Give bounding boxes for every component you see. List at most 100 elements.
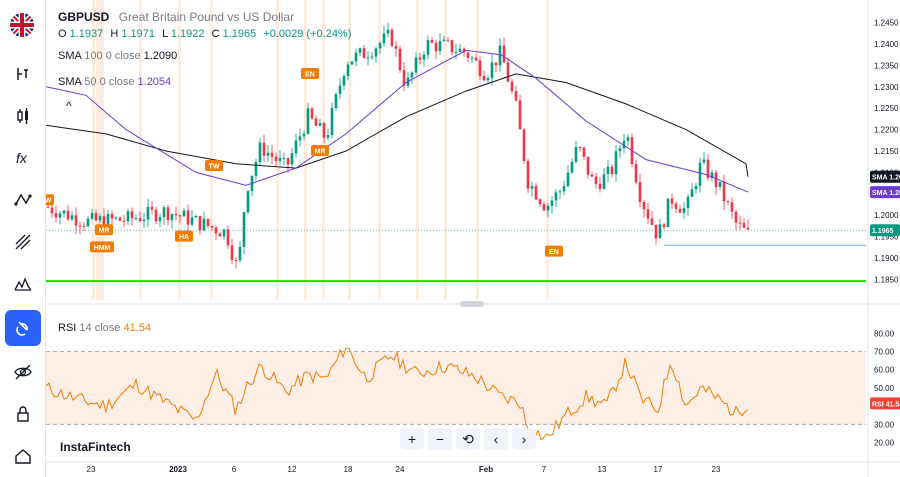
candle-body [622,140,626,149]
candle-body [650,218,654,225]
price-tick-label: 1.2000 [874,211,899,220]
candle-body [682,208,686,213]
sma50-params: 50 0 close [84,76,135,88]
candle-body [402,70,406,86]
candle-body [130,211,134,219]
candle-body [726,201,730,203]
chart-canvas[interactable]: 1.2450 1.2400 1.2350 1.2300 1.2250 1.2200 1.21… [42,0,900,477]
candle-tool-icon[interactable] [5,98,41,134]
open-label: O [58,28,67,40]
candle-body [638,182,642,203]
home-icon[interactable] [5,438,41,474]
candle-body [166,207,170,221]
svg-text:fx: fx [16,150,28,166]
candle-body [230,245,234,261]
candle-body [106,213,110,228]
time-tick-label: 23 [712,465,721,474]
reset-button[interactable]: ⟲ [456,428,480,450]
pattern-icon[interactable] [5,266,41,302]
candle-body [398,48,402,71]
sma100-legend[interactable]: SMA 100 0 close 1.2090 [58,50,177,62]
time-tick-label: 13 [598,465,607,474]
scroll-left-button[interactable]: ‹ [484,428,508,450]
candle-body [46,206,50,208]
candle-body [618,148,622,152]
candle-body [470,57,474,59]
candle-body [706,159,710,179]
low-label: L [162,28,168,40]
fib-icon[interactable] [5,224,41,260]
magnet-icon[interactable] [5,310,41,346]
candle-body [206,218,210,227]
text-tool-icon[interactable] [5,56,41,92]
formula-icon[interactable]: fx [5,140,41,176]
zoom-in-button[interactable]: + [400,428,424,450]
candle-body [330,108,334,136]
candle-body [694,185,698,190]
high-label: H [110,28,119,40]
symbol-legend: GBPUSD Great Britain Pound vs US Dollar [58,10,294,24]
candle-body [354,52,358,62]
candle-body [154,209,158,222]
candle-body [386,29,390,34]
candle-body [110,213,114,219]
line-drawing-icon[interactable] [5,182,41,218]
candle-body [94,213,98,221]
chart-area[interactable]: 1.2450 1.2400 1.2350 1.2300 1.2250 1.2200 1.21… [42,0,900,477]
zoom-out-button[interactable]: − [428,428,452,450]
candle-body [654,224,658,239]
candle-body [546,205,550,211]
axis-price-tag-label: RSI 41.54 [872,401,900,408]
candle-body [558,191,562,193]
rsi-tick-label: 70.00 [874,347,895,356]
symbol-description: Great Britain Pound vs US Dollar [118,10,295,24]
scroll-right-button[interactable]: › [512,428,536,450]
lock-icon[interactable] [5,396,41,432]
candle-body [742,223,746,228]
candle-body [226,229,230,246]
event-highlight [416,0,419,300]
sma50-legend[interactable]: SMA 50 0 close 1.2054 [58,76,171,88]
pattern-label: W [46,198,52,205]
candle-body [370,56,374,58]
candle-body [434,42,438,52]
candle-body [234,260,238,262]
candle-body [278,158,282,162]
candle-body [538,199,542,205]
candle-body [66,210,70,220]
pattern-label: EN [549,249,559,256]
candle-body [738,222,742,224]
candle-body [378,43,382,49]
candle-body [182,210,186,217]
candle-body [298,136,302,141]
pattern-label-box [301,67,319,79]
axis-price-tag-label: SMA 1.2054 [872,190,900,197]
candle-body [486,78,490,81]
rsi-legend[interactable]: RSI 14 close 41.54 [58,322,151,334]
candle-body [114,217,118,219]
candle-body [522,129,526,162]
hide-icon[interactable] [5,354,41,390]
axis-price-tag-label: 1.1965 [872,228,894,235]
candle-body [542,204,546,211]
time-tick-label: 7 [542,465,547,474]
candle-body [126,211,130,222]
symbol-name[interactable]: GBPUSD [58,10,110,24]
candle-body [318,123,322,126]
candle-body [634,163,638,183]
time-tick-label: 6 [232,465,237,474]
candle-body [518,100,522,130]
sma100-name: SMA [58,50,82,62]
price-tick-label: 1.1850 [874,275,899,284]
high-value: 1.1971 [121,28,156,40]
uk-flag-icon[interactable] [10,13,34,37]
event-highlight [444,0,447,300]
collapse-chevron-icon: ^ [66,99,72,113]
candle-body [146,206,150,220]
event-highlight [139,0,142,300]
candle-body [270,152,274,157]
candle-body [606,166,610,175]
candle-body [74,215,78,226]
time-tick-label: 18 [344,465,353,474]
